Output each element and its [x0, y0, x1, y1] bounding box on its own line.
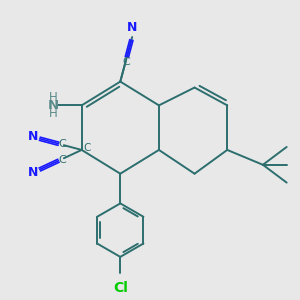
Text: N: N: [127, 21, 137, 34]
Text: C: C: [83, 142, 91, 153]
Text: Cl: Cl: [113, 280, 128, 295]
Text: C: C: [58, 139, 66, 149]
Text: H: H: [49, 107, 58, 120]
Text: N: N: [48, 99, 59, 112]
Text: C: C: [122, 56, 130, 67]
Text: N: N: [28, 130, 38, 143]
Text: N: N: [28, 166, 38, 179]
Text: H: H: [49, 91, 58, 103]
Text: C: C: [58, 155, 66, 165]
